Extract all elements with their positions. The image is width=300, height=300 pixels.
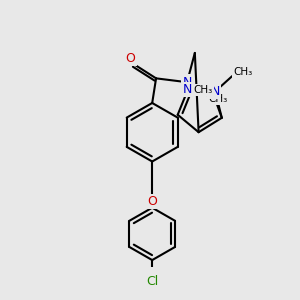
Text: CH₃: CH₃: [194, 85, 213, 95]
Text: O: O: [147, 195, 157, 208]
Text: Cl: Cl: [146, 275, 158, 288]
Text: O: O: [126, 52, 135, 65]
Text: N: N: [211, 85, 220, 98]
Text: N: N: [183, 83, 193, 96]
Text: CH₃: CH₃: [233, 67, 253, 77]
Text: CH₃: CH₃: [208, 94, 228, 104]
Text: N: N: [182, 76, 192, 89]
